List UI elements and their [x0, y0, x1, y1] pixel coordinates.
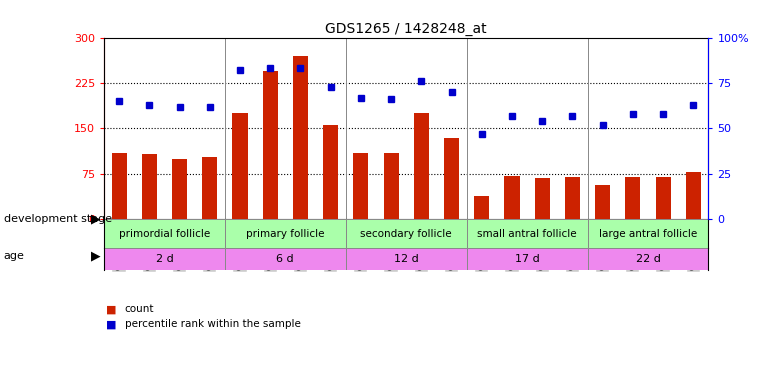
Bar — [413, 113, 429, 219]
Text: ■: ■ — [105, 320, 116, 329]
Bar — [104, 248, 225, 270]
Bar — [474, 196, 489, 219]
Bar — [323, 126, 338, 219]
Bar — [588, 248, 708, 270]
Text: 2 d: 2 d — [156, 254, 173, 264]
Text: secondary follicle: secondary follicle — [360, 229, 452, 238]
Bar — [203, 157, 217, 219]
Text: primordial follicle: primordial follicle — [119, 229, 210, 238]
Text: count: count — [125, 304, 154, 314]
Bar — [534, 178, 550, 219]
Bar — [565, 177, 580, 219]
Text: primary follicle: primary follicle — [246, 229, 324, 238]
Bar — [112, 153, 126, 219]
Text: 22 d: 22 d — [635, 254, 661, 264]
Text: ▶: ▶ — [92, 249, 101, 262]
Bar — [655, 177, 671, 219]
Bar — [293, 56, 308, 219]
Text: ▶: ▶ — [92, 213, 101, 226]
Bar — [346, 219, 467, 248]
Text: large antral follicle: large antral follicle — [599, 229, 697, 238]
Bar — [104, 219, 225, 248]
Bar — [467, 248, 588, 270]
Bar — [172, 159, 187, 219]
Title: GDS1265 / 1428248_at: GDS1265 / 1428248_at — [326, 22, 487, 36]
Bar — [353, 153, 368, 219]
Text: 17 d: 17 d — [514, 254, 540, 264]
Bar — [444, 138, 459, 219]
Bar — [225, 219, 346, 248]
Bar — [225, 248, 346, 270]
Bar — [504, 176, 520, 219]
Bar — [467, 219, 588, 248]
Bar — [346, 248, 467, 270]
Bar — [625, 177, 641, 219]
Text: percentile rank within the sample: percentile rank within the sample — [125, 320, 300, 329]
Bar — [686, 172, 701, 219]
Bar — [383, 153, 399, 219]
Bar — [588, 219, 708, 248]
Text: ■: ■ — [105, 304, 116, 314]
Bar — [233, 113, 247, 219]
Text: age: age — [4, 251, 25, 261]
Text: 12 d: 12 d — [393, 254, 419, 264]
Text: 6 d: 6 d — [276, 254, 294, 264]
Bar — [263, 71, 278, 219]
Text: small antral follicle: small antral follicle — [477, 229, 577, 238]
Bar — [142, 154, 157, 219]
Text: development stage: development stage — [4, 214, 112, 224]
Bar — [595, 185, 610, 219]
